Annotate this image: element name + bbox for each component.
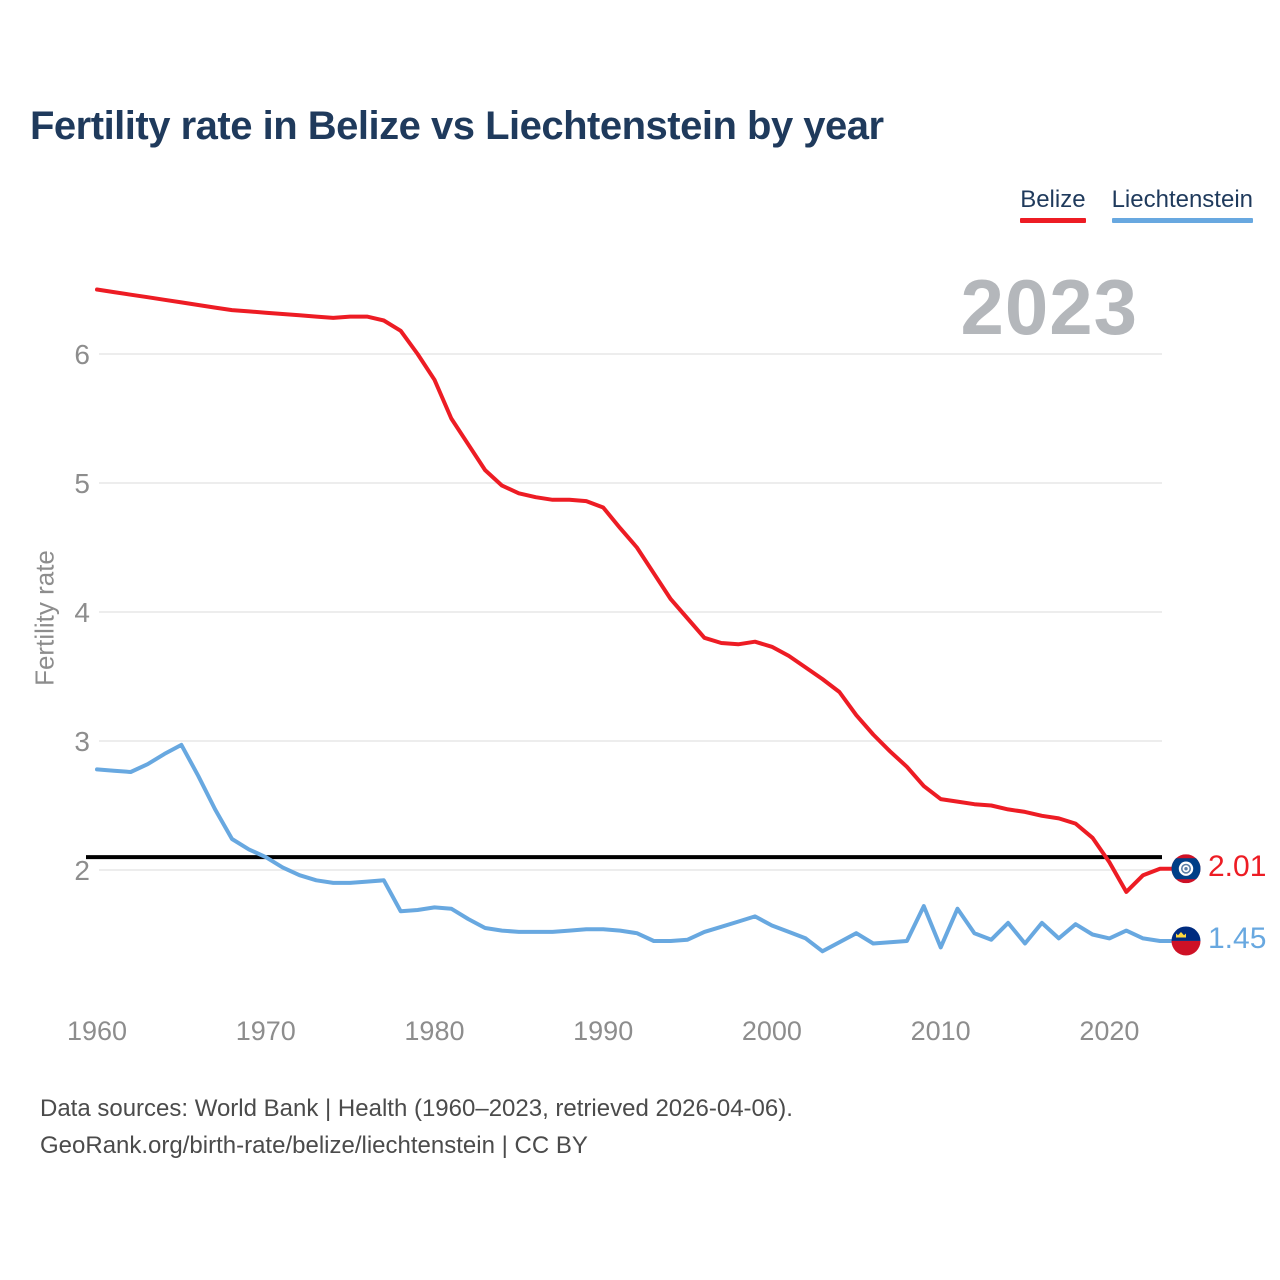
footer: Data sources: World Bank | Health (1960–… [40,1090,793,1164]
footer-line-1: Data sources: World Bank | Health (1960–… [40,1095,793,1122]
legend-label-liechtenstein: Liechtenstein [1111,186,1253,213]
page-title: Fertility rate in Belize vs Liechtenstei… [30,104,884,148]
x-tick-1980: 1980 [404,1016,464,1046]
belize-flag-icon [1171,854,1201,884]
liechtenstein-flag-icon [1171,926,1201,956]
x-tick-2010: 2010 [911,1016,971,1046]
x-tick-1990: 1990 [573,1016,633,1046]
y-tick-3: 3 [74,726,90,757]
y-tick-5: 5 [74,468,90,499]
legend-item-belize[interactable]: Belize [1020,186,1086,223]
x-tick-2000: 2000 [742,1016,802,1046]
year-watermark: 2023 [960,263,1138,351]
x-tick-1960: 1960 [67,1016,127,1046]
belize-line[interactable] [95,287,1173,894]
end-label-belize: 2.01 [1208,850,1267,883]
footer-line-2: GeoRank.org/birth-rate/belize/liechtenst… [40,1132,588,1159]
x-tick-1970: 1970 [236,1016,296,1046]
y-tick-6: 6 [74,339,90,370]
y-tick-2: 2 [74,855,90,886]
legend-label-belize: Belize [1020,186,1086,213]
end-label-liechtenstein: 1.45 [1208,922,1267,955]
legend: Belize Liechtenstein [1020,186,1253,223]
y-tick-4: 4 [74,597,90,628]
legend-item-liechtenstein[interactable]: Liechtenstein [1111,186,1253,223]
legend-underline-liechtenstein [1111,218,1253,223]
liechtenstein-line[interactable] [95,742,1173,954]
legend-underline-belize [1020,218,1086,223]
x-tick-2020: 2020 [1079,1016,1139,1046]
